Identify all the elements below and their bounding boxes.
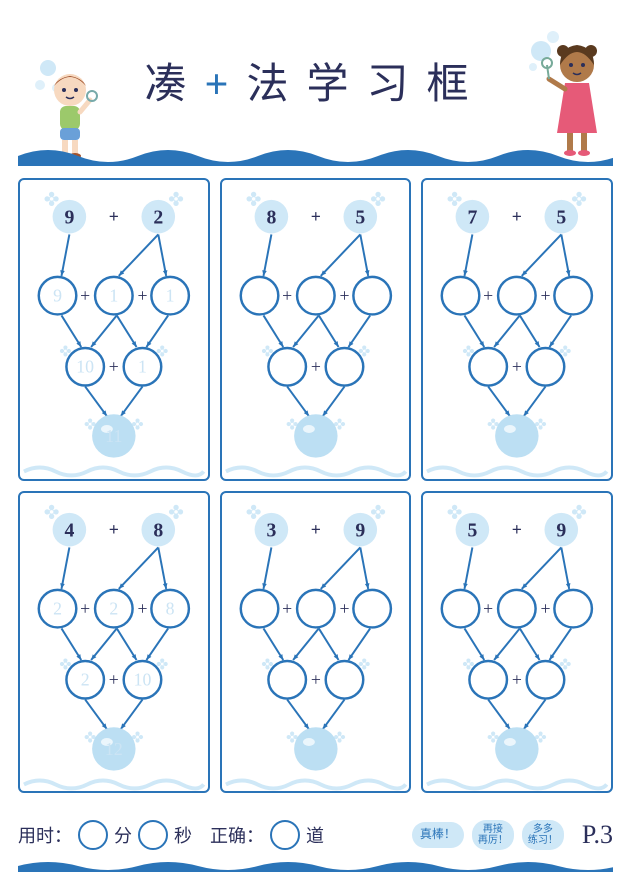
problem-grid: 92+911++ 101+ 11 xyxy=(18,178,613,793)
correct-input[interactable] xyxy=(270,820,300,850)
svg-text:5: 5 xyxy=(468,519,478,541)
svg-text:8: 8 xyxy=(266,207,276,229)
svg-text:+: + xyxy=(310,207,320,227)
svg-text:+: + xyxy=(137,286,147,306)
title-char: 习 xyxy=(366,62,426,108)
svg-text:10: 10 xyxy=(76,357,94,377)
svg-text:+: + xyxy=(512,357,522,377)
worksheet-footer: 用时： 分 秒 正确： 道 真棒！ 再接 再厉！ 多多 练习！ P.3 xyxy=(18,814,613,872)
time-label: 用时： xyxy=(18,822,72,848)
svg-text:4: 4 xyxy=(64,519,74,541)
grade-badges: 真棒！ 再接 再厉！ 多多 练习！ P.3 xyxy=(412,820,613,850)
svg-text:+: + xyxy=(310,669,320,689)
minutes-input[interactable] xyxy=(78,820,108,850)
minutes-unit: 分 xyxy=(114,822,132,848)
svg-text:12: 12 xyxy=(105,738,123,758)
title-plus-icon: + xyxy=(205,62,247,108)
title-char: 凑 xyxy=(144,62,204,108)
seconds-input[interactable] xyxy=(138,820,168,850)
worksheet-header: 凑+法学习框 xyxy=(18,0,613,160)
svg-text:+: + xyxy=(310,357,320,377)
page-number: P.3 xyxy=(582,820,613,850)
svg-text:1: 1 xyxy=(109,286,118,306)
svg-text:5: 5 xyxy=(355,207,365,229)
svg-text:+: + xyxy=(339,598,349,618)
svg-text:+: + xyxy=(109,207,119,227)
header-wave xyxy=(18,144,613,166)
svg-text:+: + xyxy=(80,598,90,618)
svg-text:+: + xyxy=(109,669,119,689)
svg-text:8: 8 xyxy=(166,598,175,618)
svg-text:+: + xyxy=(541,286,551,306)
svg-text:+: + xyxy=(282,598,292,618)
svg-text:+: + xyxy=(137,598,147,618)
svg-text:+: + xyxy=(109,357,119,377)
problem-box: 8 5 + + + + xyxy=(220,178,412,481)
svg-text:2: 2 xyxy=(53,598,62,618)
svg-text:3: 3 xyxy=(266,519,276,541)
svg-text:9: 9 xyxy=(64,207,74,229)
svg-text:5: 5 xyxy=(557,207,567,229)
svg-text:+: + xyxy=(484,286,494,306)
svg-text:10: 10 xyxy=(134,669,152,689)
problem-box: 4 8 +2 2 8 + + 2 10 + 12 xyxy=(18,491,210,794)
svg-text:+: + xyxy=(339,286,349,306)
svg-text:2: 2 xyxy=(153,207,163,229)
svg-text:1: 1 xyxy=(138,357,147,377)
correct-unit: 道 xyxy=(306,822,324,848)
problem-box: 3 9 + + + + xyxy=(220,491,412,794)
svg-text:+: + xyxy=(282,286,292,306)
svg-text:+: + xyxy=(512,669,522,689)
svg-text:+: + xyxy=(512,519,522,539)
svg-text:2: 2 xyxy=(81,669,90,689)
svg-text:2: 2 xyxy=(109,598,118,618)
svg-text:+: + xyxy=(512,207,522,227)
svg-text:9: 9 xyxy=(355,519,365,541)
seconds-unit: 秒 xyxy=(174,822,192,848)
svg-text:11: 11 xyxy=(105,426,122,446)
svg-text:+: + xyxy=(109,519,119,539)
svg-text:+: + xyxy=(310,519,320,539)
badge-keep-going: 再接 再厉！ xyxy=(472,820,514,850)
page-title: 凑+法学习框 xyxy=(144,50,486,111)
svg-text:+: + xyxy=(541,598,551,618)
svg-text:1: 1 xyxy=(166,286,175,306)
svg-text:+: + xyxy=(484,598,494,618)
problem-box: 5 9 + + + + xyxy=(421,491,613,794)
badge-practice: 多多 练习！ xyxy=(522,820,564,850)
girl-illustration xyxy=(527,25,607,160)
svg-text:8: 8 xyxy=(153,519,163,541)
svg-text:7: 7 xyxy=(468,207,478,229)
title-char: 框 xyxy=(426,62,486,108)
title-char: 学 xyxy=(306,62,366,108)
title-char: 法 xyxy=(246,62,306,108)
svg-text:+: + xyxy=(80,286,90,306)
correct-label: 正确： xyxy=(210,822,264,848)
badge-great: 真棒！ xyxy=(412,822,464,847)
footer-wave xyxy=(18,858,613,872)
problem-box: 7 5 + + + + xyxy=(421,178,613,481)
svg-text:9: 9 xyxy=(53,286,62,306)
problem-box: 92+911++ 101+ 11 xyxy=(18,178,210,481)
svg-text:9: 9 xyxy=(557,519,567,541)
